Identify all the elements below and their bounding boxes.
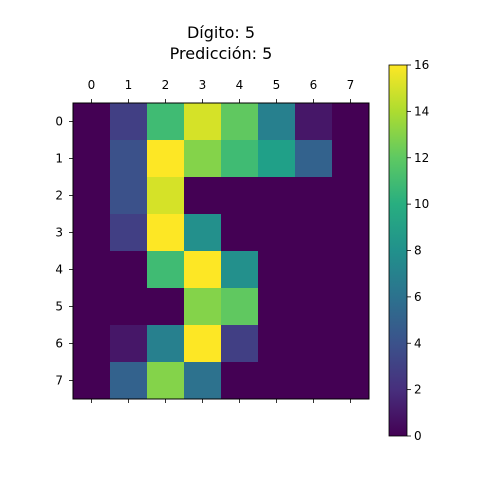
heatmap-cell <box>73 251 111 289</box>
heatmap-cell <box>221 214 259 252</box>
heatmap-cell <box>258 362 296 400</box>
colorbar-tick-label: 10 <box>414 197 429 211</box>
heatmap-cell <box>258 103 296 141</box>
colorbar-tick-label: 12 <box>414 151 429 165</box>
heatmap-cell <box>295 177 333 215</box>
colorbar <box>388 64 408 437</box>
heatmap-cell <box>221 103 259 141</box>
heatmap-cells <box>73 103 370 400</box>
heatmap-cell <box>110 214 148 252</box>
x-tick-label: 7 <box>347 78 355 92</box>
x-tick-label: 0 <box>88 78 96 92</box>
heatmap-cell <box>147 362 185 400</box>
heatmap-cell <box>221 325 259 363</box>
heatmap-cell <box>332 251 370 289</box>
x-axis-ticks: 0 1 2 3 4 5 6 7 <box>88 78 355 403</box>
heatmap-cell <box>295 140 333 178</box>
heatmap-cell <box>110 177 148 215</box>
heatmap-cell <box>73 362 111 400</box>
heatmap-cell <box>332 103 370 141</box>
x-tick-label: 3 <box>199 78 207 92</box>
heatmap-cell <box>258 325 296 363</box>
heatmap-cell <box>110 362 148 400</box>
heatmap-cell <box>73 288 111 326</box>
heatmap-cell <box>295 325 333 363</box>
chart-title-line1: Dígito: 5 <box>187 23 255 42</box>
heatmap-cell <box>184 214 222 252</box>
y-axis-ticks: 0 1 2 3 4 5 6 7 <box>55 115 73 388</box>
heatmap-cell <box>258 140 296 178</box>
heatmap-cell <box>332 214 370 252</box>
heatmap-cell <box>110 325 148 363</box>
y-tick-label: 2 <box>55 189 63 203</box>
heatmap-cell <box>221 177 259 215</box>
heatmap-cell <box>295 251 333 289</box>
x-tick-label: 4 <box>236 78 244 92</box>
heatmap-cell <box>184 103 222 141</box>
heatmap-cell <box>147 251 185 289</box>
heatmap-cell <box>221 362 259 400</box>
x-tick-label: 5 <box>273 78 281 92</box>
colorbar-tick-label: 0 <box>414 429 422 443</box>
heatmap-cell <box>258 251 296 289</box>
heatmap-cell <box>147 140 185 178</box>
heatmap-cell <box>73 214 111 252</box>
y-tick-label: 1 <box>55 152 63 166</box>
heatmap-cell <box>110 140 148 178</box>
heatmap-cell <box>73 140 111 178</box>
colorbar-tick-label: 6 <box>414 290 422 304</box>
colorbar-tick-label: 4 <box>414 336 422 350</box>
heatmap-cell <box>73 325 111 363</box>
heatmap-cell <box>73 103 111 141</box>
heatmap-frame <box>72 102 370 400</box>
heatmap-cell <box>258 177 296 215</box>
x-tick-label: 6 <box>310 78 318 92</box>
heatmap-cell <box>147 103 185 141</box>
heatmap-cell <box>295 288 333 326</box>
heatmap-cell <box>73 177 111 215</box>
y-tick-label: 7 <box>55 374 63 388</box>
heatmap-cell <box>221 288 259 326</box>
heatmap-cell <box>110 103 148 141</box>
heatmap-cell <box>184 362 222 400</box>
x-tick-label: 2 <box>162 78 170 92</box>
x-tick-label: 1 <box>125 78 133 92</box>
heatmap-cell <box>295 214 333 252</box>
colorbar-tick-label: 8 <box>414 244 422 258</box>
heatmap-cell <box>258 288 296 326</box>
colorbar-ticks: 0 2 4 6 8 10 12 14 16 <box>407 58 429 443</box>
heatmap-cell <box>147 177 185 215</box>
heatmap-cell <box>295 362 333 400</box>
heatmap-cell <box>184 325 222 363</box>
heatmap-cell <box>184 140 222 178</box>
heatmap-cell <box>147 288 185 326</box>
y-tick-label: 3 <box>55 226 63 240</box>
y-tick-label: 6 <box>55 337 63 351</box>
heatmap-cell <box>295 103 333 141</box>
heatmap-cell <box>184 177 222 215</box>
y-tick-label: 4 <box>55 263 63 277</box>
heatmap-cell <box>110 251 148 289</box>
heatmap-cell <box>332 288 370 326</box>
colorbar-tick-label: 2 <box>414 383 422 397</box>
y-tick-label: 0 <box>55 115 63 129</box>
heatmap-cell <box>184 251 222 289</box>
colorbar-tick-label: 16 <box>414 58 429 72</box>
colorbar-tick-label: 14 <box>414 104 429 118</box>
heatmap-cell <box>221 140 259 178</box>
heatmap-cell <box>332 177 370 215</box>
y-tick-label: 5 <box>55 300 63 314</box>
heatmap-cell <box>332 140 370 178</box>
heatmap-cell <box>184 288 222 326</box>
heatmap-cell <box>332 325 370 363</box>
heatmap-cell <box>332 362 370 400</box>
heatmap-cell <box>258 214 296 252</box>
heatmap-cell <box>110 288 148 326</box>
heatmap-cell <box>221 251 259 289</box>
heatmap-cell <box>147 325 185 363</box>
heatmap-cell <box>147 214 185 252</box>
chart-title-line2: Predicción: 5 <box>170 44 273 63</box>
